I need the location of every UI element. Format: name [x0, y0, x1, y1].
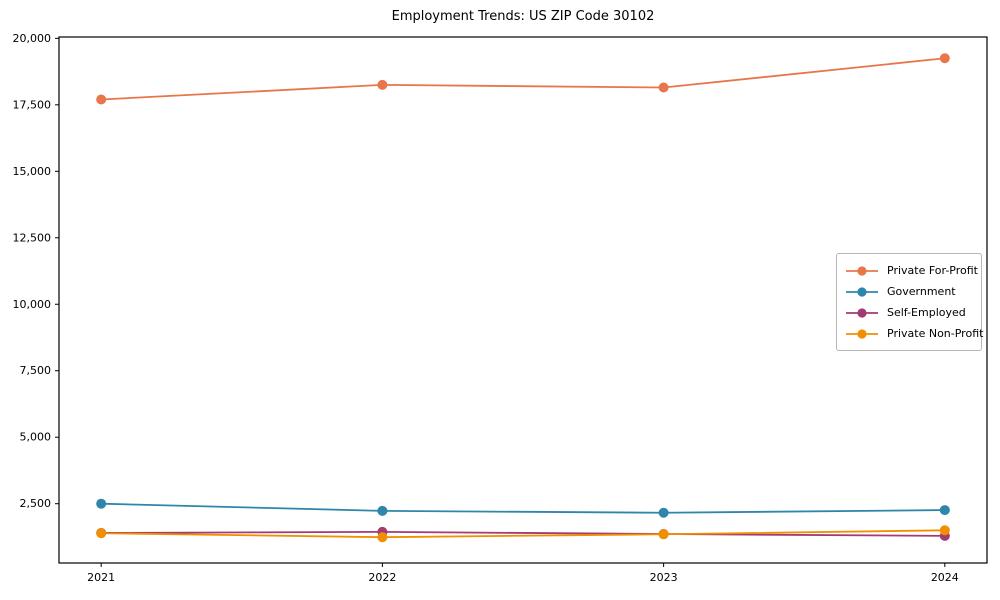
- series-line-government: [101, 502, 945, 514]
- y-tick-label: 15,000: [13, 165, 52, 178]
- y-tick-label: 5,000: [20, 431, 52, 444]
- legend-item-private-for-profit: Private For-Profit: [845, 260, 978, 281]
- y-tick-label: 12,500: [13, 231, 52, 244]
- legend-line-marker-icon: [846, 328, 878, 339]
- plot-border: [58, 36, 988, 564]
- series-line-private-non-profit: [101, 529, 945, 539]
- x-tick-label: 2021: [87, 571, 115, 584]
- legend-label: Private For-Profit: [887, 264, 978, 277]
- data-point: [658, 529, 669, 540]
- data-point: [377, 532, 388, 543]
- y-tick-label: 20,000: [13, 32, 52, 45]
- data-point: [96, 94, 107, 105]
- series-line-self-employed: [101, 530, 945, 537]
- data-point: [377, 505, 388, 516]
- series-line-private-for-profit: [101, 57, 945, 101]
- y-tick-label: 10,000: [13, 298, 52, 311]
- legend-item-private-non-profit: Private Non-Profit: [845, 323, 983, 344]
- data-point: [96, 498, 107, 509]
- data-point: [939, 53, 950, 64]
- x-tick-label: 2022: [368, 571, 396, 584]
- x-tick-label: 2023: [650, 571, 678, 584]
- y-tick-label: 17,500: [13, 98, 52, 111]
- legend-item-government: Government: [845, 281, 973, 302]
- data-point: [377, 79, 388, 90]
- legend-line-marker-icon: [846, 307, 878, 318]
- data-point: [658, 82, 669, 93]
- chart-title: Employment Trends: US ZIP Code 30102: [391, 9, 655, 24]
- x-tick-label: 2024: [931, 571, 959, 584]
- legend-item-self-employed: Self-Employed: [845, 302, 973, 323]
- data-point: [96, 528, 107, 539]
- data-point: [658, 507, 669, 518]
- legend-label: Self-Employed: [887, 306, 966, 319]
- data-point: [939, 525, 950, 536]
- y-tick-label: 2,500: [20, 497, 52, 510]
- legend: Private For-Profit Government Self-Emplo…: [836, 253, 983, 351]
- legend-line-marker-icon: [846, 286, 878, 297]
- legend-label: Private Non-Profit: [887, 327, 984, 340]
- data-point: [939, 505, 950, 516]
- legend-label: Government: [887, 285, 956, 298]
- y-tick-label: 7,500: [20, 364, 52, 377]
- legend-line-marker-icon: [846, 265, 878, 276]
